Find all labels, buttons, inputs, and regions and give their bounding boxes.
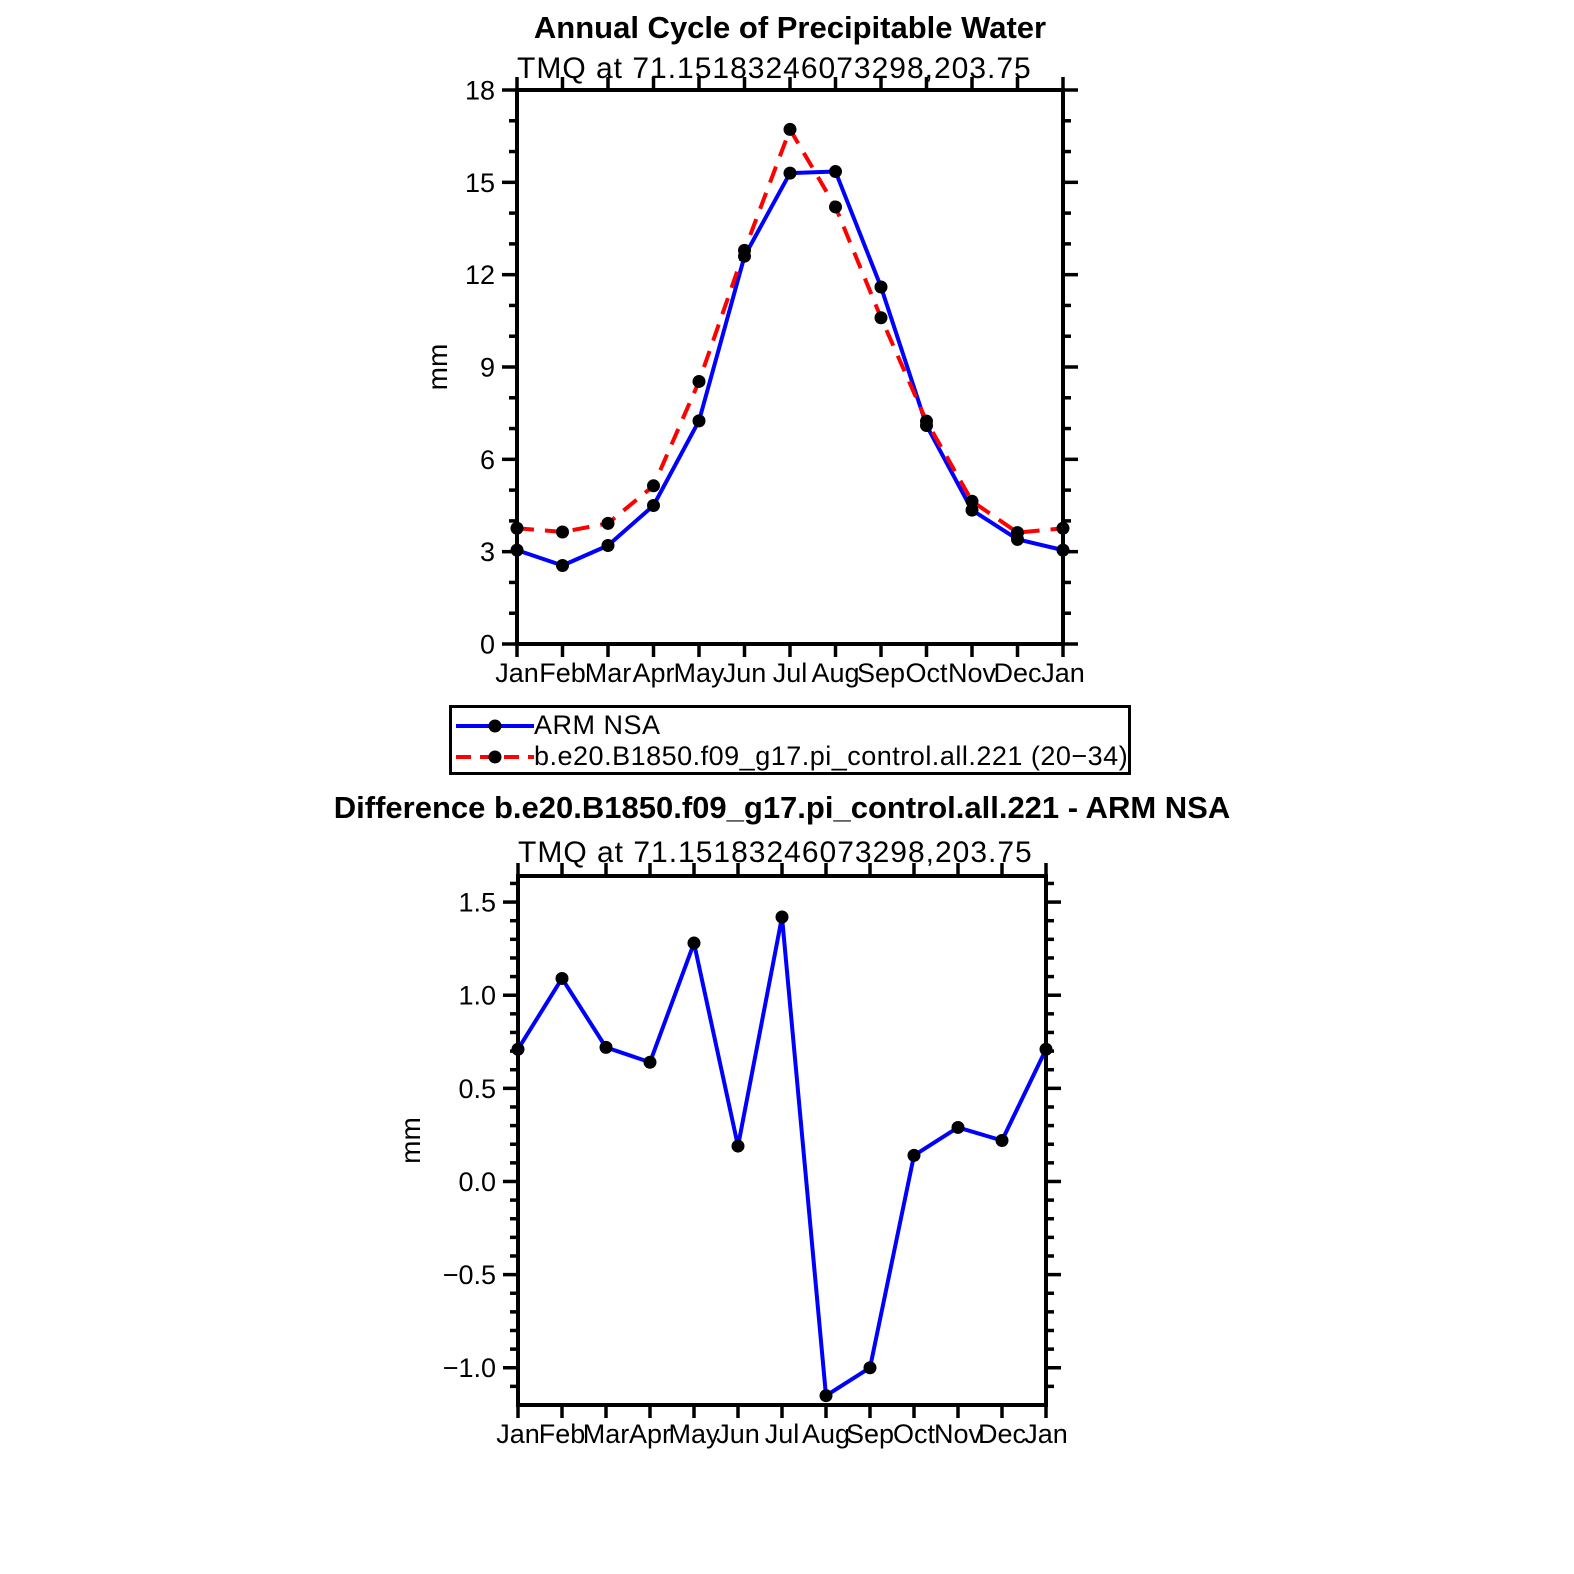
top-chart-data-point-marker [874, 280, 888, 294]
top-chart-data-point-marker [647, 499, 660, 512]
top-chart-data-point-marker [601, 516, 615, 530]
top-chart-month-label: Jan [495, 658, 539, 688]
bottom-chart-month-label: Jul [765, 1419, 800, 1449]
bottom-chart-data-point-marker [775, 910, 789, 924]
top-chart-data-point-marker [783, 122, 797, 136]
top-chart-data-point-marker [1056, 521, 1070, 535]
top-chart-data-point-marker [965, 503, 979, 517]
top-chart-data-point-marker [692, 414, 706, 428]
top-chart-month-label: Sep [857, 658, 905, 688]
top-chart-data-point-marker [965, 494, 979, 508]
bottom-chart-month-label: Jan [496, 1419, 540, 1449]
top-chart-title: Annual Cycle of Precipitable Water [533, 10, 1047, 45]
bottom-chart-data-point-marker [599, 1040, 613, 1054]
top-chart-y-tick-label: 12 [465, 260, 495, 290]
bottom-chart-month-label: Apr [629, 1419, 671, 1449]
top-chart-y-tick-label: 6 [480, 445, 495, 475]
top-chart-month-label: Jul [773, 658, 808, 688]
legend-label-model: b.e20.B1850.f09_g17.pi_control.all.221 (… [534, 741, 1129, 771]
bottom-chart-y-tick-label: 1.0 [458, 981, 496, 1011]
bottom-chart-data-point-marker [731, 1139, 745, 1153]
top-chart-subtitle: TMQ at 71.15183246073298,203.75 [517, 52, 1032, 85]
top-chart-y-tick-label: 18 [465, 75, 495, 105]
bottom-chart-month-label: Feb [539, 1419, 586, 1449]
top-chart-y-tick-label: 3 [480, 537, 495, 567]
legend-row-arm-nsa: ARM NSA [456, 710, 1128, 741]
bottom-chart-data-point-marker [951, 1120, 965, 1134]
top-chart-month-label: Jan [1041, 658, 1085, 688]
bottom-chart-month-label: Nov [934, 1419, 983, 1449]
bottom-chart-data-point-marker [687, 936, 701, 950]
top-chart-data-point-marker [738, 243, 751, 257]
bottom-chart-series-line-0 [516, 914, 1048, 1398]
bottom-chart-y-tick-label: 0.5 [458, 1074, 496, 1104]
top-chart-data-point-marker [1011, 526, 1024, 540]
legend-box: ARM NSA b.e20.B1850.f09_g17.pi_control.a… [449, 705, 1131, 775]
bottom-chart-month-label: Sep [846, 1419, 894, 1449]
bottom-chart-y-tick-label: −0.5 [443, 1260, 496, 1290]
bottom-chart-data-point-marker [995, 1134, 1009, 1147]
bottom-chart-month-label: Jan [1024, 1419, 1068, 1449]
top-chart-y-tick-label: 15 [465, 168, 495, 198]
top-chart-data-point-marker [556, 559, 569, 573]
top-chart-data-point-marker [556, 525, 569, 539]
top-chart-data-point-marker [783, 166, 797, 180]
top-chart-data-point-marker [1056, 543, 1070, 557]
top-chart-ylabel: mm [422, 344, 453, 391]
bottom-chart-frame [516, 874, 1048, 1407]
bottom-chart-month-label: Jun [716, 1419, 760, 1449]
bottom-chart-data-point-marker [819, 1389, 833, 1403]
bottom-chart-data-point-marker [643, 1055, 657, 1069]
marker-dot-icon [488, 719, 502, 732]
bottom-chart-month-label: Dec [978, 1419, 1026, 1449]
top-chart-y-tick-label: 0 [480, 629, 495, 659]
marker-dot-icon [488, 750, 502, 763]
top-chart-month-label: Feb [539, 658, 586, 688]
top-chart-month-label: Oct [905, 658, 948, 688]
bottom-chart-data-point-marker [863, 1361, 877, 1375]
top-chart-y-tick-label: 9 [480, 352, 495, 382]
bottom-chart-y-tick-label: 0.0 [458, 1167, 496, 1197]
bottom-chart-y-tick-label: 1.5 [458, 888, 496, 918]
top-chart-month-label: Mar [585, 658, 632, 688]
arm-nsa-line-swatch [456, 719, 534, 732]
top-chart-month-label: May [673, 658, 725, 688]
top-chart-data-point-marker [874, 311, 888, 325]
top-chart-data-point-marker [647, 479, 660, 493]
top-chart-data-point-marker [920, 414, 933, 428]
bottom-chart-data-point-marker [511, 1042, 525, 1056]
top-chart-month-label: Apr [632, 658, 674, 688]
bottom-chart-month-label: Mar [583, 1419, 630, 1449]
bottom-chart-data-point-marker [555, 971, 569, 985]
legend-label-arm-nsa: ARM NSA [534, 710, 661, 740]
bottom-chart-month-label: Aug [802, 1419, 850, 1449]
top-chart-month-label: Jun [723, 658, 767, 688]
top-chart-data-point-marker [829, 200, 842, 214]
top-chart-series-line-1 [516, 127, 1064, 535]
top-chart-data-point-marker [829, 165, 842, 179]
bottom-chart-title: Difference b.e20.B1850.f09_g17.pi_contro… [333, 790, 1231, 825]
bottom-chart-data-point-marker [1039, 1042, 1053, 1056]
legend-row-model: b.e20.B1850.f09_g17.pi_control.all.221 (… [456, 741, 1128, 772]
top-chart-data-point-marker [510, 543, 524, 557]
bottom-chart-y-tick-label: −1.0 [443, 1353, 496, 1383]
bottom-chart-month-label: Oct [893, 1419, 936, 1449]
model-line-swatch [456, 750, 534, 763]
top-chart-data-point-marker [510, 521, 524, 535]
top-chart-data-point-marker [692, 374, 706, 388]
top-chart-month-label: Aug [811, 658, 859, 688]
top-chart-month-label: Nov [948, 658, 997, 688]
bottom-chart-ylabel: mm [395, 1117, 426, 1164]
bottom-chart-month-label: May [668, 1419, 720, 1449]
bottom-chart-subtitle: TMQ at 71.15183246073298,203.75 [518, 836, 1033, 869]
bottom-chart-data-point-marker [907, 1148, 921, 1162]
top-chart-data-point-marker [601, 539, 615, 553]
top-chart-month-label: Dec [993, 658, 1041, 688]
